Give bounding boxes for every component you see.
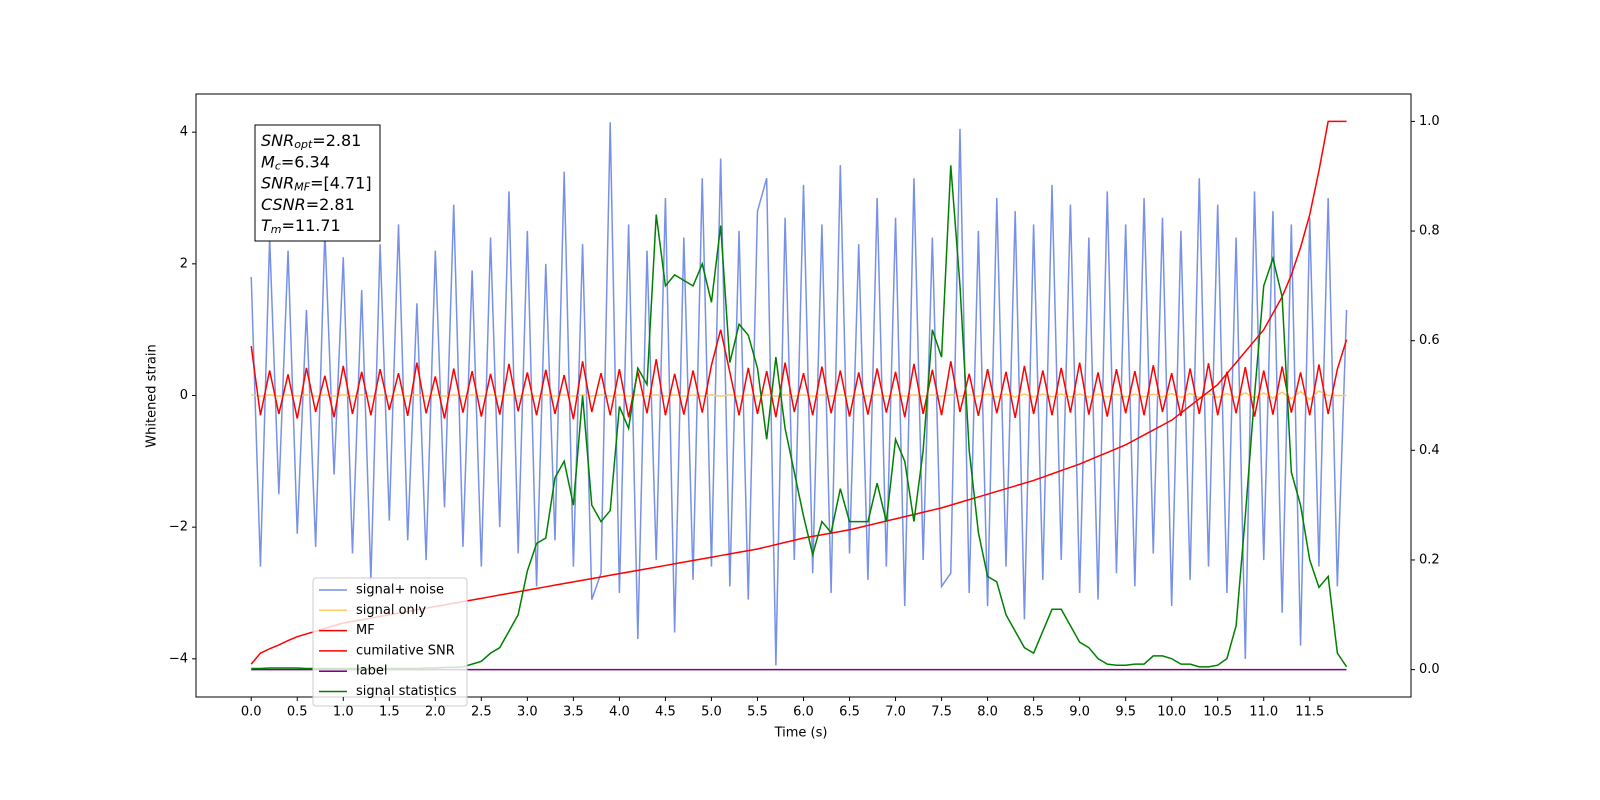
y2-tick-label: 1.0 — [1419, 114, 1440, 129]
annotation: SNRopt=2.81 — [261, 131, 361, 152]
series-line — [250, 122, 1348, 666]
x-axis-label: Time (s) — [774, 726, 828, 741]
annotation-subscript: MF — [294, 181, 310, 194]
x-tick-label: 1.5 — [379, 705, 400, 720]
annotation-value: =2.81 — [306, 194, 355, 213]
annotation-value: =[4.71] — [310, 173, 372, 192]
annotation-value: =2.81 — [312, 131, 361, 150]
legend-label: signal+ noise — [356, 583, 444, 598]
y2-tick-label: 0.8 — [1419, 224, 1440, 239]
x-tick-label: 4.5 — [655, 705, 676, 720]
x-tick-label: 1.0 — [333, 705, 354, 720]
x-tick-label: 2.5 — [471, 705, 492, 720]
legend: signal+ noise signal only MF cumilative SNR… — [312, 577, 468, 707]
y-tick-label: −2 — [169, 520, 188, 535]
legend-label: cumilative SNR — [356, 643, 455, 658]
legend-label: signal statistics — [356, 684, 457, 699]
x-tick-label: 10.5 — [1203, 705, 1232, 720]
series-line — [250, 329, 1348, 420]
annotation: SNRMF=[4.71] — [261, 173, 372, 194]
x-tick-label: 7.0 — [885, 705, 906, 720]
annotation-subscript: m — [271, 223, 282, 236]
x-tick-label: 6.5 — [839, 705, 860, 720]
annotation-value: =11.71 — [282, 216, 341, 235]
y2-tick-label: 0.2 — [1419, 552, 1440, 567]
x-tick-label: 9.5 — [1115, 705, 1136, 720]
y2-tick-label: 0.4 — [1419, 443, 1440, 458]
x-tick-label: 7.5 — [931, 705, 952, 720]
x-tick-label: 9.0 — [1069, 705, 1090, 720]
legend-label: signal only — [356, 603, 426, 618]
annotation-symbol: T — [261, 216, 272, 235]
y2-tick-label: 0.6 — [1419, 333, 1440, 348]
annotation-value: =6.34 — [281, 152, 330, 171]
legend-label: label — [356, 664, 387, 679]
x-tick-label: 8.5 — [1023, 705, 1044, 720]
x-tick-label: 3.5 — [563, 705, 584, 720]
legend-frame — [312, 577, 468, 707]
x-tick-label: 3.0 — [517, 705, 538, 720]
annotation-frame — [254, 124, 381, 242]
annotation-box: SNRopt=2.81Mc=6.34SNRMF=[4.71]CSNR=2.81T… — [254, 124, 381, 242]
annotation: Tm=11.71 — [261, 216, 341, 237]
annotation-symbol: SNR — [261, 131, 294, 150]
annotation-symbol: M — [261, 152, 275, 171]
annotation: Mc=6.34 — [261, 152, 330, 173]
x-tick-label: 10.0 — [1157, 705, 1186, 720]
y-tick-label: 2 — [180, 256, 188, 271]
legend-label: MF — [356, 623, 375, 638]
x-tick-label: 4.0 — [609, 705, 630, 720]
annotation: CSNR=2.81 — [261, 194, 355, 213]
x-tick-label: 8.0 — [977, 705, 998, 720]
annotation-symbol: CSNR — [261, 194, 306, 213]
x-tick-label: 0.5 — [287, 705, 308, 720]
x-tick-label: 2.0 — [425, 705, 446, 720]
y2-tick-label: 0.0 — [1419, 662, 1440, 677]
y-tick-label: −4 — [169, 651, 188, 666]
x-tick-label: 11.0 — [1249, 705, 1278, 720]
x-tick-label: 5.0 — [701, 705, 722, 720]
y-tick-label: 4 — [180, 125, 188, 140]
x-tick-label: 6.0 — [793, 705, 814, 720]
x-tick-label: 11.5 — [1295, 705, 1324, 720]
x-tick-label: 5.5 — [747, 705, 768, 720]
annotation-symbol: SNR — [261, 173, 294, 192]
x-tick-label: 0.0 — [241, 705, 262, 720]
y-tick-label: 0 — [180, 388, 188, 403]
annotation-subscript: c — [275, 159, 281, 172]
y-axis-label: Whitened strain — [145, 344, 160, 447]
annotation-subscript: opt — [294, 138, 313, 151]
